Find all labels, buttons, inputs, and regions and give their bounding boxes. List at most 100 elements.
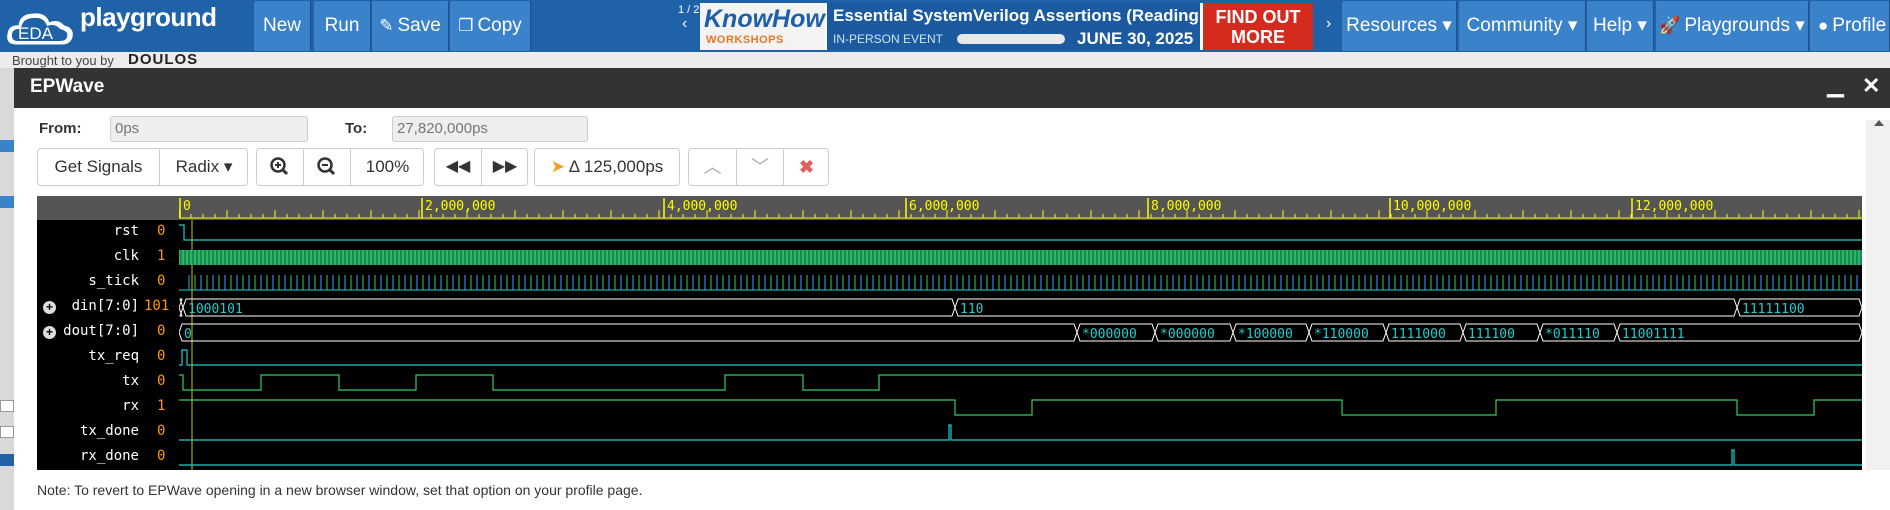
timeline-tick-label: 0 — [183, 199, 191, 214]
close-icon[interactable]: ✕ — [1862, 73, 1881, 98]
signal-value: 1 — [157, 398, 166, 414]
rewind-button[interactable]: ◀◀ — [435, 149, 481, 185]
logo-text[interactable]: playground — [80, 2, 217, 32]
signal-row[interactable]: tx 0 — [37, 370, 179, 395]
background-ghost-checkbox — [0, 426, 14, 438]
menu-playgrounds[interactable]: 🚀 Playgrounds ▾ — [1656, 1, 1809, 51]
wave-tx-req — [179, 349, 1862, 366]
user-circle-icon: ● — [1818, 16, 1829, 35]
move-down-button[interactable]: ﹀ — [737, 149, 783, 185]
timeline-tick-label: 12,000,000 — [1635, 199, 1713, 214]
bus-value-label: *000000 — [1160, 327, 1215, 342]
wave-tx — [179, 374, 1862, 391]
menu-resources-label: Resources — [1346, 15, 1437, 36]
menu-community[interactable]: Community ▾ — [1459, 1, 1586, 51]
epwave-titlebar: EPWave ▁ ✕ — [14, 68, 1890, 108]
caret-down-icon: ▾ — [1567, 15, 1578, 36]
signal-name: tx_done — [79, 423, 139, 439]
rocket-icon: 🚀 — [1659, 16, 1681, 35]
remove-signal-button[interactable]: ✖ — [784, 149, 829, 185]
caret-down-icon: ▾ — [223, 157, 233, 176]
scroll-up-arrow-icon[interactable] — [1874, 120, 1884, 126]
waveform-panel[interactable]: 0 2,000,000 4,000,000 6,000,000 8,000,000 10,… — [178, 196, 1863, 470]
wave-clk — [178, 250, 1860, 265]
signal-row[interactable]: tx_req 0 — [37, 345, 179, 370]
separator — [783, 149, 784, 185]
location-arrow-icon: ➤ — [550, 157, 565, 176]
to-input[interactable]: 27,820,000ps — [392, 116, 588, 142]
signal-row[interactable]: + dout[7:0] 0 — [37, 320, 179, 345]
timeline-tick-label: 4,000,000 — [667, 199, 737, 214]
cursor-delta[interactable]: ➤ Δ 125,000ps — [534, 148, 680, 186]
signal-row[interactable]: tx_done 0 — [37, 420, 179, 445]
separator — [159, 149, 160, 185]
cursor-delta-display: ➤ Δ 125,000ps — [535, 149, 679, 185]
get-signals-button[interactable]: Get Signals — [54, 157, 143, 176]
timeline-header — [179, 196, 1862, 220]
signal-row[interactable]: rst 0 — [37, 220, 179, 245]
signal-row[interactable]: s_tick 0 — [37, 270, 179, 295]
menu-profile-label: Profile — [1832, 15, 1887, 36]
zoom-in-button[interactable] — [257, 149, 303, 185]
save-button[interactable]: ✎ Save — [372, 1, 449, 51]
menu-community-label: Community — [1466, 15, 1563, 36]
menu-resources[interactable]: Resources ▾ — [1342, 1, 1457, 51]
wave-s-tick-blue — [188, 275, 1858, 290]
to-label: To: — [345, 120, 368, 137]
signal-name: s_tick — [88, 273, 139, 289]
pencil-icon: ✎ — [379, 16, 394, 35]
navigate-group: ◀◀ ▶▶ — [434, 148, 528, 186]
ad-find-out-more[interactable]: FIND OUT MORE — [1203, 3, 1313, 50]
names-header — [37, 196, 179, 220]
bus-value-label: 11001111 — [1622, 327, 1685, 342]
ad-pager: 1 / 2 — [678, 4, 700, 16]
radix-dropdown[interactable]: Radix ▾ — [160, 149, 248, 185]
bus-value-label: 1111000 — [1391, 327, 1446, 342]
vertical-scrollbar[interactable] — [1866, 120, 1890, 470]
ad-next-icon[interactable]: › — [1326, 15, 1332, 32]
menu-help[interactable]: Help ▾ — [1587, 1, 1654, 51]
caret-down-icon: ▾ — [1795, 15, 1805, 36]
bus-value-label: 110 — [960, 302, 983, 317]
timeline-tick-label: 8,000,000 — [1151, 199, 1221, 214]
move-up-button[interactable]: ︿ — [689, 149, 736, 185]
expand-icon[interactable]: + — [43, 301, 56, 314]
background-ghost-marker — [0, 196, 14, 208]
copy-button[interactable]: ❐ Copy — [450, 1, 531, 51]
zoom-group: 100% — [256, 148, 424, 186]
wave-rx — [179, 399, 1862, 416]
eda-cloud-logo[interactable]: EDA — [6, 6, 74, 46]
forward-button[interactable]: ▶▶ — [482, 149, 528, 185]
ad-banner[interactable]: KnowHow WORKSHOPS Essential SystemVerilo… — [700, 3, 1313, 50]
signal-row[interactable]: + din[7:0] 101 — [37, 295, 179, 320]
epwave-title: EPWave — [30, 76, 105, 97]
ad-title: Essential SystemVerilog Assertions (Read… — [833, 6, 1239, 25]
waveform-canvas[interactable]: 0 2,000,000 4,000,000 6,000,000 8,000,000 10,… — [178, 196, 1863, 470]
bus-segment — [954, 298, 1738, 317]
bus-value-label: *011110 — [1545, 327, 1600, 342]
signal-row[interactable]: rx_done 0 — [37, 445, 179, 470]
separator — [736, 149, 737, 185]
ad-prev-icon[interactable]: ‹ — [682, 15, 688, 32]
from-input[interactable]: 0ps — [110, 116, 308, 142]
zoom-out-button[interactable] — [304, 149, 350, 185]
wave-rst — [179, 224, 1862, 241]
bus-segment — [178, 298, 184, 317]
signal-row[interactable]: clk 1 — [37, 245, 179, 270]
expand-icon[interactable]: + — [43, 326, 56, 339]
signal-name: din[7:0] — [71, 298, 139, 314]
svg-text:EDA: EDA — [18, 24, 54, 43]
run-button[interactable]: Run — [314, 1, 371, 51]
signals-group: Get Signals Radix ▾ — [37, 148, 248, 186]
signal-names-panel: rst 0 clk 1 s_tick 0 + din[7:0] 101 + dout[7:0] 0 tx… — [37, 196, 179, 470]
wave-tx-done — [179, 424, 1862, 441]
menu-profile[interactable]: ● Profile — [1810, 1, 1890, 51]
background-ghost-checkbox-checked — [0, 454, 14, 466]
minimize-icon[interactable]: ▁ — [1827, 72, 1844, 97]
signal-name: tx_req — [88, 348, 139, 364]
signal-row[interactable]: rx 1 — [37, 395, 179, 420]
signal-value: 1 — [157, 248, 166, 264]
new-button[interactable]: New — [254, 1, 311, 51]
zoom-level[interactable]: 100% — [365, 157, 410, 176]
ad-carousel-dots[interactable] — [957, 34, 1065, 44]
